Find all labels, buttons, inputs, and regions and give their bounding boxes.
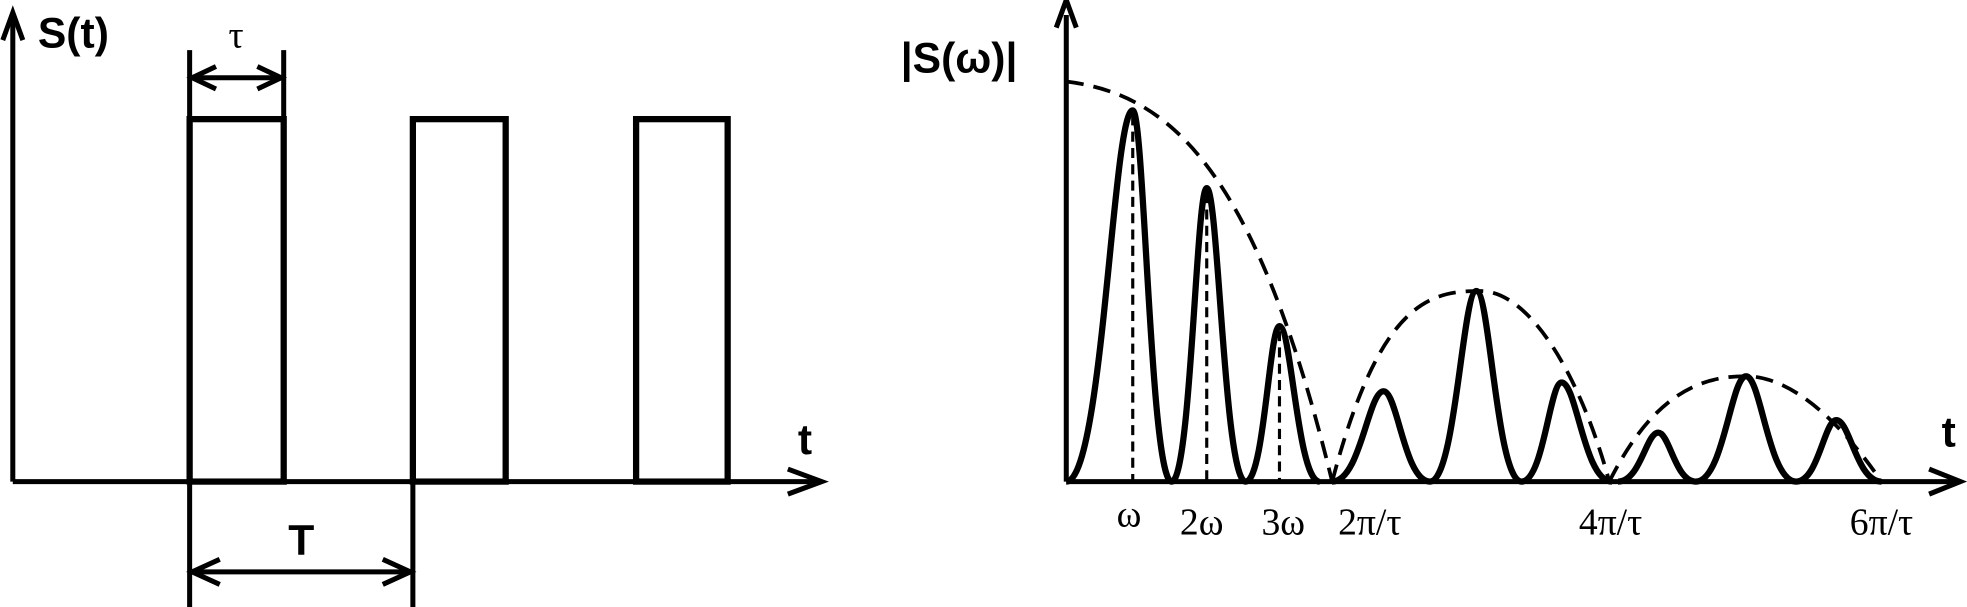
envelope	[1066, 79, 1334, 483]
pulse	[186, 116, 287, 485]
spectrum-panel: |S(ω)| t ω 2ω 3ω 2π/τ 4π/τ 6π/τ	[901, 0, 1967, 543]
y-arrow	[1053, 0, 1079, 29]
arrowhead	[256, 64, 288, 92]
x-arrow	[1928, 466, 1967, 497]
time-domain-panel: S(t) t τ T	[0, 5, 829, 607]
tick-label: 4π/τ	[1579, 501, 1642, 543]
x-arrow	[786, 466, 829, 497]
arrowhead	[381, 557, 417, 587]
pulse	[409, 116, 509, 485]
arrowhead	[186, 557, 221, 587]
envelope	[1607, 374, 1884, 483]
tick-label: 2ω	[1180, 501, 1224, 543]
tick-label: 3ω	[1261, 501, 1305, 543]
tick-label: 2π/τ	[1338, 501, 1401, 543]
envelope	[1330, 289, 1612, 483]
tick-label: 6π/τ	[1850, 501, 1913, 543]
y-arrow	[0, 5, 26, 41]
spectrum-curve	[1064, 107, 1883, 485]
tick-label: ω	[1117, 494, 1142, 536]
pulse	[632, 116, 731, 485]
x-label: t	[798, 416, 812, 464]
arrowhead	[186, 64, 218, 92]
period-label: T	[288, 516, 314, 564]
y-label: |S(ω)|	[901, 35, 1018, 83]
y-label: S(t)	[38, 10, 109, 58]
pulse-width-label: τ	[228, 15, 243, 57]
x-label: t	[1942, 408, 1956, 456]
